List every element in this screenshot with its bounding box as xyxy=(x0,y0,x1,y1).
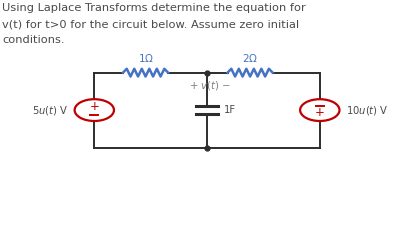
Text: 5$u$($t$) V: 5$u$($t$) V xyxy=(32,104,68,117)
Text: 10$u$($t$) V: 10$u$($t$) V xyxy=(345,104,387,117)
Text: 1$\Omega$: 1$\Omega$ xyxy=(137,52,153,64)
Text: +: + xyxy=(89,100,99,113)
Text: Using Laplace Transforms determine the equation for: Using Laplace Transforms determine the e… xyxy=(2,3,305,13)
Text: 2$\Omega$: 2$\Omega$ xyxy=(241,52,258,64)
Text: conditions.: conditions. xyxy=(2,35,64,45)
Text: + $v$($t$) $-$: + $v$($t$) $-$ xyxy=(189,79,231,92)
Text: v(t) for t>0 for the circuit below. Assume zero initial: v(t) for t>0 for the circuit below. Assu… xyxy=(2,19,299,29)
Text: 1F: 1F xyxy=(224,105,236,115)
Text: +: + xyxy=(314,106,324,119)
